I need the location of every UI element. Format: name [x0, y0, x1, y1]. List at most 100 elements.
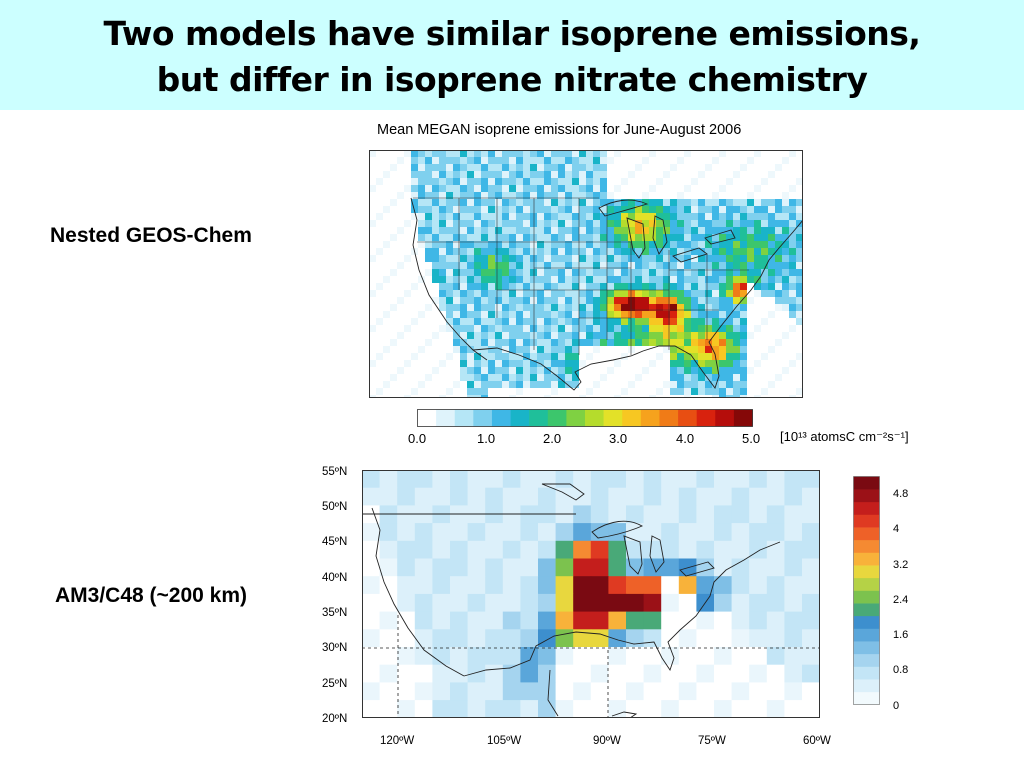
map1-cell — [495, 248, 503, 256]
map1-cell — [558, 276, 566, 284]
map1-cell — [537, 374, 545, 382]
map1-cell — [656, 199, 664, 207]
map2-cell — [802, 593, 820, 613]
map1-cell — [474, 297, 482, 305]
map1-cell — [481, 241, 489, 249]
map1-cell — [663, 276, 671, 284]
map1-cell — [523, 255, 531, 263]
map1-cell — [754, 220, 762, 228]
map1-cell — [509, 395, 517, 398]
map1-cell — [733, 283, 741, 291]
map1-cell — [523, 325, 531, 333]
map1-cell — [446, 395, 454, 398]
map1-cell — [796, 297, 803, 305]
map1-cell — [642, 171, 650, 179]
map1-cell — [733, 192, 741, 200]
map1-cell — [502, 318, 510, 326]
map1-cell — [446, 220, 454, 228]
map1-cell — [383, 367, 391, 375]
map1-cell — [565, 360, 573, 368]
map1-cell — [740, 388, 748, 396]
map1-cell — [558, 325, 566, 333]
map2-cell — [573, 629, 592, 648]
map1-cell — [453, 199, 461, 207]
map1-cell — [768, 262, 776, 270]
map1-cell — [586, 241, 594, 249]
map2-cell — [379, 629, 398, 648]
map1-cell — [579, 325, 587, 333]
lat-label: 55ºN — [322, 466, 348, 478]
map2-cell — [502, 593, 521, 613]
map1-cell — [761, 283, 769, 291]
map2-cell — [467, 576, 486, 595]
map1-cell — [740, 297, 748, 305]
map1-cell — [670, 276, 678, 284]
map1-cell — [572, 150, 580, 158]
cb2-tick-label: 4 — [893, 523, 900, 535]
map2-cell — [678, 700, 697, 718]
map1-cell — [635, 276, 643, 284]
map1-cell — [705, 234, 713, 242]
map1-cell — [474, 353, 482, 361]
map1-cell — [586, 262, 594, 270]
map1-cell — [411, 283, 419, 291]
map1-cell — [453, 178, 461, 186]
map1-cell — [516, 220, 524, 228]
map1-cell — [726, 164, 734, 172]
map1-cell — [425, 388, 433, 396]
map1-cell — [446, 388, 454, 396]
map1-cell — [628, 283, 636, 291]
map1-cell — [579, 360, 587, 368]
map2-cell — [766, 505, 785, 524]
map1-cell — [439, 360, 447, 368]
map1-cell — [782, 199, 790, 207]
map1-cell — [586, 283, 594, 291]
map1-cell — [677, 339, 685, 347]
map1-cell — [537, 171, 545, 179]
map1-cell — [579, 164, 587, 172]
map1-cell — [418, 297, 426, 305]
map1-cell — [621, 325, 629, 333]
map1-cell — [418, 150, 426, 158]
map2-cell — [573, 505, 592, 524]
map1-cell — [467, 304, 475, 312]
map1-cell — [796, 199, 803, 207]
map1-cell — [782, 360, 790, 368]
map1-cell — [376, 171, 384, 179]
map1-cell — [649, 290, 657, 298]
map1-cell — [481, 297, 489, 305]
map1-cell — [677, 332, 685, 340]
map2-cell — [661, 647, 680, 666]
map1-cell — [572, 269, 580, 277]
map1-cell — [579, 157, 587, 165]
map1-cell — [789, 192, 797, 200]
map2-cell — [450, 647, 469, 666]
map1-cell — [649, 339, 657, 347]
map1-cell — [656, 283, 664, 291]
map1-cell — [677, 269, 685, 277]
map1-cell — [761, 297, 769, 305]
map1-cell — [523, 248, 531, 256]
map1-cell — [376, 255, 384, 263]
map1-cell — [544, 360, 552, 368]
map1-cell — [656, 297, 664, 305]
map1-cell — [551, 367, 559, 375]
map1-cell — [411, 297, 419, 305]
map2-cell — [467, 523, 486, 542]
map1-cell — [579, 248, 587, 256]
map1-cell — [600, 318, 608, 326]
map1-cell — [411, 269, 419, 277]
map1-cell — [460, 255, 468, 263]
map2-cell — [590, 664, 609, 683]
map1-cell — [775, 241, 783, 249]
map1-cell — [418, 325, 426, 333]
map1-cell — [726, 234, 734, 242]
cb1-swatch — [640, 409, 660, 427]
map2-cell — [467, 629, 486, 648]
map1-cell — [523, 381, 531, 389]
map1-cell — [495, 325, 503, 333]
map1-cell — [565, 290, 573, 298]
map1-cell — [607, 178, 615, 186]
map1-cell — [684, 234, 692, 242]
map1-cell — [369, 269, 377, 277]
